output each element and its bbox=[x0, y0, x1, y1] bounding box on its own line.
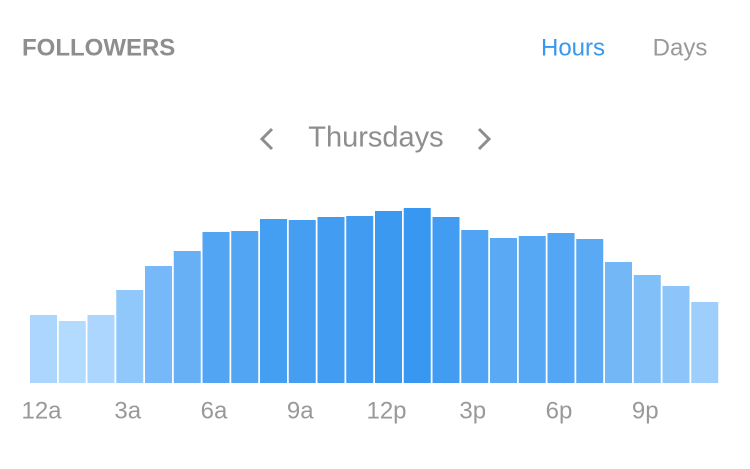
bar bbox=[547, 233, 575, 383]
x-tick-label: 9a bbox=[287, 397, 314, 424]
tab[interactable]: Days bbox=[653, 34, 708, 61]
x-tick-label: 3p bbox=[459, 397, 486, 424]
bar bbox=[30, 315, 57, 383]
next-arrow[interactable] bbox=[477, 127, 492, 151]
previous-arrow[interactable] bbox=[259, 127, 274, 151]
bar bbox=[202, 232, 230, 383]
x-tick-label: 6a bbox=[201, 397, 228, 424]
bar bbox=[490, 238, 517, 383]
bar bbox=[605, 262, 632, 383]
bar bbox=[576, 239, 604, 383]
bar bbox=[116, 290, 144, 383]
bar bbox=[260, 219, 287, 383]
bar bbox=[231, 231, 259, 383]
bar bbox=[375, 211, 402, 383]
bar bbox=[87, 315, 115, 383]
bar bbox=[691, 302, 719, 383]
bar bbox=[346, 216, 374, 383]
subtitle: Thursdays bbox=[308, 122, 443, 154]
tab[interactable]: Hours bbox=[541, 34, 605, 61]
x-tick-label: 12p bbox=[366, 397, 406, 424]
bar bbox=[288, 220, 316, 383]
bar bbox=[173, 251, 201, 383]
bar bbox=[662, 286, 690, 383]
bar bbox=[432, 217, 460, 383]
bar bbox=[317, 217, 345, 383]
bar bbox=[633, 275, 661, 383]
x-tick-label: 9p bbox=[632, 397, 659, 424]
bar bbox=[403, 208, 431, 383]
x-tick-label: 3a bbox=[114, 397, 141, 424]
x-tick-label: 12a bbox=[21, 397, 62, 424]
bar bbox=[518, 236, 546, 383]
chart-title: FOLLOWERS bbox=[22, 34, 175, 61]
x-tick-label: 6p bbox=[546, 397, 573, 424]
bar bbox=[145, 266, 172, 383]
bar bbox=[461, 230, 489, 383]
bar bbox=[58, 321, 86, 383]
